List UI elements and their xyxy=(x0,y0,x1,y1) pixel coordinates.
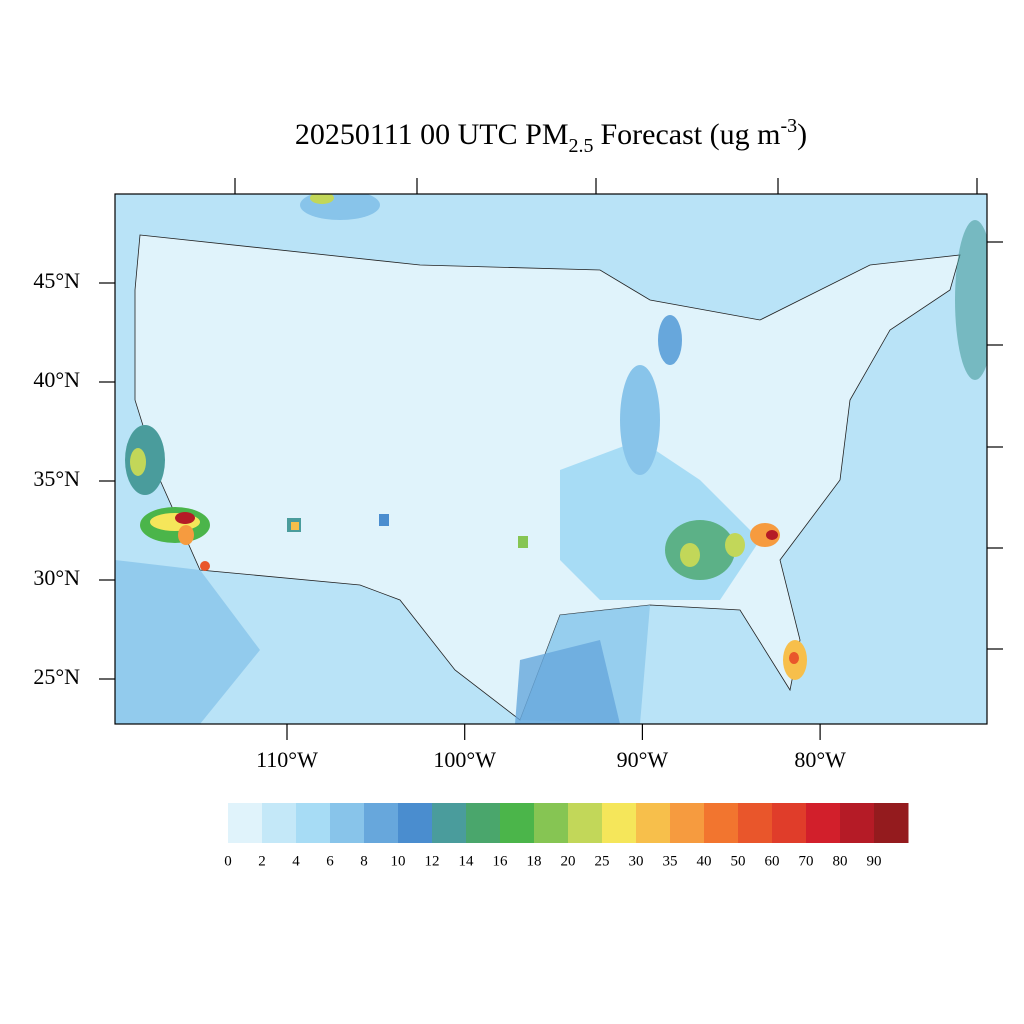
colorbar-label: 10 xyxy=(391,853,406,869)
color-box xyxy=(296,803,331,843)
color-box xyxy=(772,803,807,843)
frame-ticks xyxy=(234,178,1003,650)
colorbar-label: 40 xyxy=(697,853,712,869)
colorbar-label: 12 xyxy=(425,853,440,869)
colorbar-label: 14 xyxy=(459,853,475,869)
color-box xyxy=(738,803,773,843)
lat-label: 45°N xyxy=(33,268,80,293)
title-sub: 2.5 xyxy=(569,135,594,157)
colorbar-label: 50 xyxy=(731,853,746,869)
color-box xyxy=(568,803,603,843)
colorbar-label: 80 xyxy=(833,853,848,869)
colorbar-label: 60 xyxy=(765,853,780,869)
lon-label: 100°W xyxy=(433,747,496,772)
map-field xyxy=(115,194,987,724)
color-box xyxy=(874,803,909,843)
color-box xyxy=(806,803,841,843)
lat-label: 35°N xyxy=(33,466,80,491)
colorbar-label: 90 xyxy=(867,853,882,869)
color-box xyxy=(262,803,297,843)
colorbar-label: 30 xyxy=(629,853,644,869)
colorbar-label: 20 xyxy=(561,853,576,869)
lat-label: 40°N xyxy=(33,367,80,392)
color-box xyxy=(228,803,263,843)
colorbar-label: 18 xyxy=(527,853,542,869)
title-main: 20250111 00 UTC PM xyxy=(295,118,569,151)
color-box xyxy=(398,803,433,843)
colorbar-label: 6 xyxy=(326,853,334,869)
map-frame xyxy=(114,193,988,725)
title-end: ) xyxy=(797,118,807,151)
lat-label: 30°N xyxy=(33,565,80,590)
title: 20250111 00 UTC PM2.5 Forecast (ug m-3) xyxy=(295,115,807,157)
colorbar-label: 70 xyxy=(799,853,814,869)
color-box xyxy=(432,803,467,843)
color-box xyxy=(840,803,875,843)
color-box xyxy=(466,803,501,843)
color-box xyxy=(534,803,569,843)
color-box xyxy=(500,803,535,843)
lon-label: 90°W xyxy=(617,747,669,772)
colorbar-label: 8 xyxy=(360,853,368,869)
lat-label: 25°N xyxy=(33,664,80,689)
colorbar-label: 35 xyxy=(663,853,678,869)
lon-label: 80°W xyxy=(794,747,846,772)
color-box xyxy=(636,803,671,843)
color-box xyxy=(602,803,637,843)
colorbar-label: 25 xyxy=(595,853,610,869)
color-box xyxy=(670,803,705,843)
color-box xyxy=(704,803,739,843)
colorbar-label: 16 xyxy=(493,853,509,869)
color-box xyxy=(330,803,365,843)
colorbar-label: 0 xyxy=(224,853,232,869)
title-sup: -3 xyxy=(780,115,797,137)
lon-label: 110°W xyxy=(256,747,318,772)
colorbar-label: 4 xyxy=(292,853,300,869)
color-box xyxy=(364,803,399,843)
title-rest: Forecast (ug m xyxy=(601,118,781,151)
colorbar-label: 2 xyxy=(258,853,266,869)
